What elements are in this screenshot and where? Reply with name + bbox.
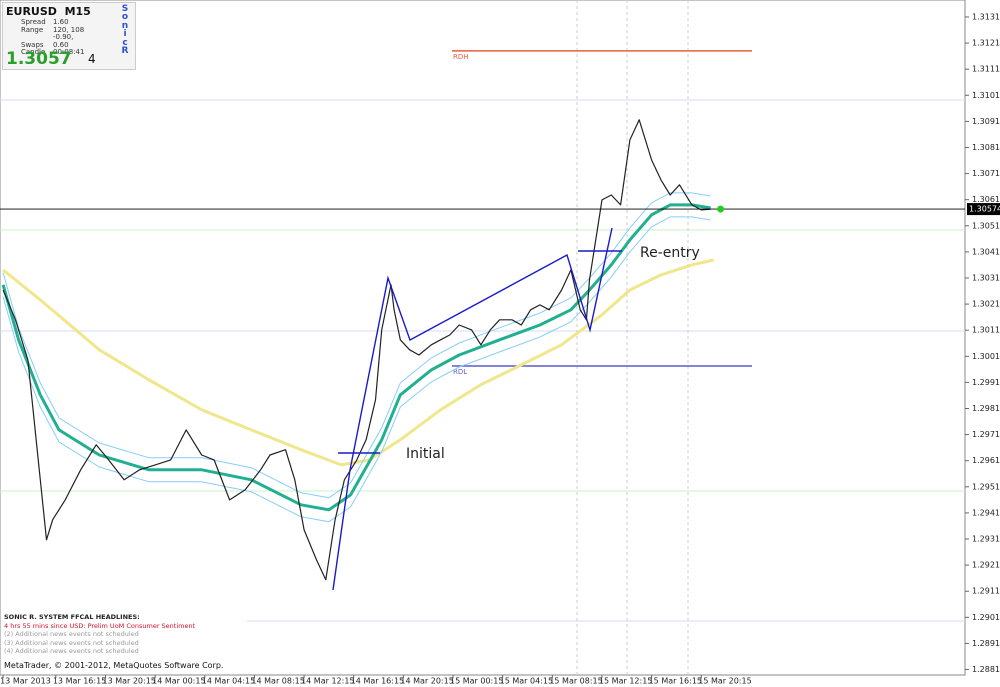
y-tick-label: 1.29410	[972, 508, 1000, 517]
annotation: Initial	[406, 446, 445, 462]
headline-note: (4) Additional news events not scheduled	[4, 647, 139, 656]
x-tick-label: 15 Mar 04:15	[500, 677, 553, 686]
info-value: 120, 108	[53, 25, 85, 34]
symbol-name: EURUSD	[6, 5, 57, 18]
x-tick-label: 14 Mar 20:15	[400, 677, 453, 686]
x-tick-label: 14 Mar 08:15	[251, 677, 304, 686]
y-tick-label: 1.30310	[972, 273, 1000, 282]
trend-line	[332, 227, 613, 591]
y-tick-label: 1.30410	[972, 247, 1000, 256]
logo-letter: S	[121, 4, 129, 14]
info-value: 00:08:41	[53, 48, 85, 57]
series-line	[1, 203, 711, 512]
series-line	[2, 258, 715, 467]
annotation: Re-entry	[640, 245, 700, 261]
y-tick-label: 1.29810	[972, 404, 1000, 413]
y-tick-label: 1.29610	[972, 456, 1000, 465]
info-row: Candle 00:08:41	[21, 49, 85, 57]
info-value: 1.60	[53, 18, 69, 26]
bid-label: 1.30574	[969, 205, 1000, 214]
info-row: Spread 1.60	[21, 18, 85, 27]
x-tick-label: 13 Mar 20:15	[102, 677, 155, 686]
series-line	[2, 192, 711, 499]
y-tick-label: 1.31210	[972, 39, 1000, 48]
x-tick-label: 13 Mar 16:15	[53, 677, 106, 686]
level-lines	[0, 0, 965, 675]
x-tick-label: 15 Mar 08:15	[549, 677, 602, 686]
info-key: Swaps	[21, 40, 44, 49]
logo-letter: o	[121, 12, 129, 23]
price-small: 4	[88, 52, 96, 66]
info-row: Range 120, 108	[21, 25, 85, 35]
timeframe: M15	[64, 5, 91, 18]
y-tick-label: 1.31310	[972, 12, 1000, 21]
y-tick-label: 1.29510	[972, 482, 1000, 491]
level-label: RDH	[453, 53, 469, 61]
x-tick-label: 14 Mar 04:15	[202, 677, 255, 686]
x-tick-label: 15 Mar 16:15	[649, 677, 702, 686]
price-big: 1.3057	[6, 49, 72, 69]
series-line	[2, 119, 711, 581]
symbol: EURUSD M15	[6, 5, 91, 18]
y-tick-label: 1.31010	[972, 91, 1000, 100]
y-tick-label: 1.30810	[972, 143, 1000, 152]
plot-area	[0, 0, 966, 676]
y-tick-label: 1.28810	[972, 665, 1000, 674]
y-tick-label: 1.30110	[972, 326, 1000, 335]
y-tick-label: 1.28910	[972, 639, 1000, 648]
info-row: Swaps -0.90, 0.60	[21, 33, 85, 49]
y-tick-label: 1.30210	[972, 300, 1000, 309]
y-tick-label: 1.29910	[972, 378, 1000, 387]
marks: RDH RDL	[0, 50, 965, 581]
level-label: RDL	[453, 368, 467, 376]
x-tick-label: 15 Mar 12:15	[599, 677, 652, 686]
info-panel: EURUSD M15 Spread 1.60 Range 120, 108 Swaps-…	[2, 2, 136, 70]
logo-letter: i	[123, 29, 127, 40]
info-value: -0.90, 0.60	[53, 33, 74, 49]
x-tick-label: 15 Mar 00:15	[450, 677, 503, 686]
x-tick-label: 14 Mar 16:15	[351, 677, 404, 686]
bid-box	[967, 203, 1000, 216]
y-tick-label: 1.29010	[972, 613, 1000, 622]
y-tick-label: 1.31110	[972, 65, 1000, 74]
headlines: SONIC R. SYSTEM FFCAL HEADLINES: 4 hrs 5…	[4, 613, 195, 656]
y-tick-label: 1.30710	[972, 169, 1000, 178]
x-tick-label: 15 Mar 20:15	[698, 677, 751, 686]
x-tick-label: 14 Mar 12:15	[301, 677, 354, 686]
bid-dot	[717, 205, 725, 213]
info-rows: Spread 1.60 Range 120, 108 Swaps-0.90, 0.60 C…	[21, 18, 85, 57]
y-tick-label: 1.29310	[972, 535, 1000, 544]
logo-letter: c	[122, 37, 128, 48]
info-key: Spread	[21, 18, 46, 26]
y-tick-label: 1.30010	[972, 352, 1000, 361]
headline-title: SONIC R. SYSTEM FFCAL HEADLINES:	[4, 613, 140, 621]
y-tick-label: 1.29710	[972, 430, 1000, 439]
info-key: Candle	[21, 48, 46, 57]
headline-note: (2) Additional news events not scheduled	[4, 630, 139, 639]
info-key: Range	[21, 25, 44, 34]
series-line	[2, 216, 711, 523]
headline-note: (3) Additional news events not scheduled	[4, 638, 139, 647]
y-tick-label: 1.30510	[972, 221, 1000, 230]
y-tick-label: 1.29210	[972, 561, 1000, 570]
copyright: MetaTrader, © 2001-2012, MetaQuotes Soft…	[4, 661, 224, 670]
headline-event: 4 hrs 55 mins since USD: Prelim UoM Cons…	[4, 621, 196, 630]
logo-letter: n	[121, 20, 129, 31]
y-tick-label: 1.30910	[972, 117, 1000, 126]
trend-drawings	[332, 227, 622, 591]
y-tick-label: 1.29110	[972, 587, 1000, 596]
y-tick-label: 1.30610	[972, 195, 1000, 204]
x-tick-label: 14 Mar 00:15	[152, 677, 205, 686]
x-tick-label: 13 Mar 2013	[0, 677, 51, 686]
logo-letter: R	[121, 46, 129, 57]
